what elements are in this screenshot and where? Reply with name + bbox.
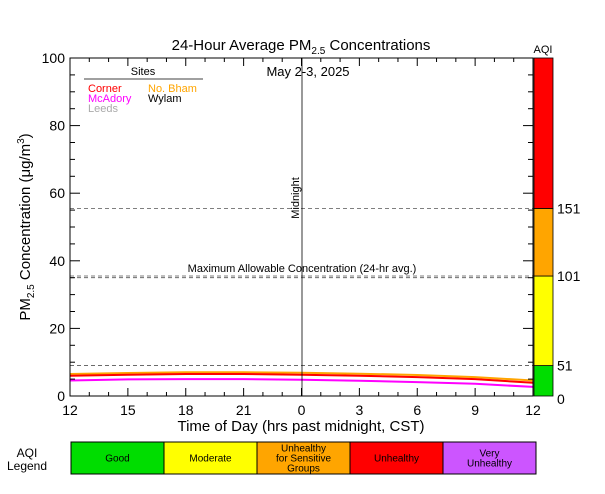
chart-title: 24-Hour Average PM2.5 Concentrations	[172, 37, 431, 57]
title-rest: Concentrations	[325, 37, 430, 54]
y-tick-label-1: 20	[49, 320, 65, 336]
y-axis-label: PM2.5 Concentration (μg/m3)	[16, 133, 37, 320]
aqi-label-101: 101	[557, 268, 581, 284]
x-axis-label: Time of Day (hrs past midnight, CST)	[177, 418, 424, 435]
y-tick-label-3: 60	[49, 185, 65, 201]
aqi-band-3	[533, 57, 554, 209]
aqi-label-151: 151	[557, 200, 581, 216]
aqi-legend-label-3: Unhealthy	[374, 454, 419, 465]
x-tick-label-1: 15	[120, 402, 136, 418]
aqi-legend-box-0	[70, 441, 165, 475]
y-tick-label-2: 40	[49, 253, 65, 269]
aqi-legend-label-4: Very Unhealthy	[467, 449, 512, 470]
x-tick-label-7: 9	[471, 402, 479, 418]
x-tick-label-3: 21	[236, 402, 252, 418]
ylabel-sup: 3	[16, 138, 27, 144]
aqi-band-1	[533, 275, 554, 366]
aqi-band-2	[533, 208, 554, 277]
series-line-mcadory	[69, 378, 534, 388]
legend-title: Sites	[131, 66, 156, 78]
aqi-legend-box-2	[256, 441, 351, 475]
aqi-band-0	[533, 365, 554, 397]
reference-lines	[70, 208, 533, 366]
series-line-corner	[69, 373, 534, 384]
x-tick-label-2: 18	[178, 402, 194, 418]
x-tick-label-4: 0	[298, 402, 306, 418]
legend-entry-leeds: Leeds	[88, 103, 118, 115]
x-tick-label-6: 6	[413, 402, 421, 418]
legend-entry-corner: Corner	[88, 83, 122, 95]
ylabel-rest: Concentration (μg/m	[17, 144, 34, 284]
y-tick-label-5: 100	[42, 50, 66, 66]
legend-entry-wylam: Wylam	[148, 93, 182, 105]
aqi-legend-label-0: Good	[105, 454, 129, 465]
aqi-legend-label-2: Unhealthy for Sensitive Groups	[276, 444, 331, 475]
aqi-legend-title-1: AQI	[17, 446, 38, 460]
sites-legend: Corner No. Bham McAdory Wylam Leeds	[88, 83, 197, 115]
aqi-legend-label-1: Moderate	[189, 454, 232, 465]
y-tick-label-4: 80	[49, 118, 65, 134]
plot-frame	[69, 57, 534, 397]
series-line-no-bham	[69, 371, 534, 382]
x-tick-label-5: 3	[355, 402, 363, 418]
y-tick-label-0: 0	[57, 388, 65, 404]
title-sub: 2.5	[311, 46, 325, 57]
series-lines	[69, 371, 534, 388]
date-label: May 2-3, 2025	[266, 64, 349, 79]
aqi-label-0: 0	[557, 391, 565, 407]
midnight-label: Midnight	[290, 177, 302, 219]
max-allowable-label: Maximum Allowable Concentration (24-hr a…	[188, 263, 417, 275]
aqi-legend-box-4	[442, 441, 537, 475]
x-axis-ticks: 12 15 18 21 0 3 6 9 12	[62, 58, 541, 418]
aqi-bar-title: AQI	[534, 44, 553, 56]
legend-entry-no-bham: No. Bham	[148, 83, 197, 95]
y-axis-ticks: 0 20 40 60 80 100	[42, 50, 533, 404]
ylabel-end: )	[17, 133, 34, 138]
x-tick-label-8: 12	[525, 402, 541, 418]
aqi-legend-title-2: Legend	[7, 459, 47, 473]
aqi-legend: Good Moderate Unhealthy for Sensitive Groups…	[70, 441, 537, 475]
title-main: 24-Hour Average PM	[172, 37, 312, 54]
x-tick-label-0: 12	[62, 402, 78, 418]
ylabel-main: PM	[17, 298, 34, 321]
ylabel-sub: 2.5	[26, 284, 37, 298]
aqi-legend-box-3	[349, 441, 444, 475]
legend-entry-mcadory: McAdory	[88, 93, 132, 105]
aqi-label-51: 51	[557, 358, 573, 374]
aqi-color-bar: 0 51 101 151	[533, 57, 581, 407]
